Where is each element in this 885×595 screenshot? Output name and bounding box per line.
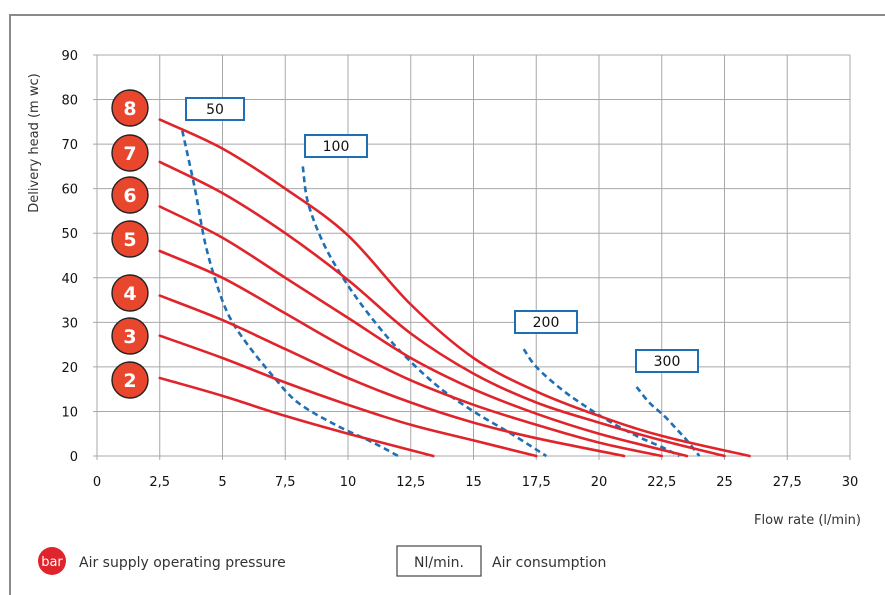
- x-tick-label: 5: [218, 475, 226, 490]
- legend-bar-badge-text: bar: [41, 555, 63, 570]
- pressure-badge-5: [111, 220, 149, 258]
- y-tick-label: 30: [61, 316, 78, 331]
- pressure-curve-7: [158, 160, 726, 458]
- x-tick-label: 2,5: [149, 475, 170, 490]
- consumption-box-200: [514, 310, 578, 334]
- y-tick-label: 80: [61, 94, 78, 109]
- pressure-badge-4: [111, 274, 149, 312]
- y-tick-label: 50: [61, 227, 78, 242]
- x-tick-label: 15: [465, 475, 482, 490]
- x-tick-label: 0: [93, 475, 101, 490]
- y-axis-label: Delivery head (m wc): [27, 73, 42, 212]
- chart-frame: [9, 14, 885, 595]
- consumption-box-label: 200: [533, 315, 560, 331]
- x-tick-label: 27,5: [773, 475, 802, 490]
- pressure-badges: 8 7 6 5 4 3 2: [111, 89, 149, 399]
- consumption-curve-50: [181, 130, 399, 458]
- pressure-badge-8: [111, 89, 149, 127]
- pressure-curve-5: [158, 249, 664, 458]
- pressure-badge-6: [111, 176, 149, 214]
- pressure-badge-label: 4: [123, 283, 136, 305]
- legend: bar Air supply operating pressure Nl/min…: [38, 545, 606, 577]
- y-tick-label: 20: [61, 361, 78, 376]
- pressure-badge-2: [111, 361, 149, 399]
- consumption-box-label: 100: [323, 139, 350, 155]
- pressure-curves: [158, 118, 751, 458]
- x-tick-label: 30: [842, 475, 859, 490]
- pressure-curve-8: [158, 118, 751, 458]
- consumption-boxes: 50 100 200 300: [185, 97, 699, 373]
- pressure-curve-2: [158, 376, 435, 458]
- pressure-curve-6: [158, 205, 689, 458]
- pressure-badge-label: 5: [123, 229, 136, 251]
- consumption-box-label: 300: [654, 354, 681, 370]
- consumption-box-label: 50: [206, 102, 224, 118]
- consumption-box-300: [635, 349, 699, 373]
- pressure-badge-label: 3: [123, 326, 136, 348]
- consumption-box-50: [185, 97, 245, 121]
- x-tick-label: 17,5: [522, 475, 551, 490]
- y-tick-label: 90: [61, 49, 78, 64]
- pressure-badge-label: 6: [123, 185, 136, 207]
- y-tick-label: 0: [70, 450, 78, 465]
- pressure-badge-label: 8: [123, 98, 136, 120]
- consumption-curve-100: [301, 166, 547, 458]
- grid: [93, 54, 851, 460]
- y-tick-label: 40: [61, 272, 78, 287]
- x-tick-label: 20: [591, 475, 608, 490]
- tick-labels: 0 2,5 5 7,5 10 12,5 15 17,5 20 22,5 25 27,5 30010203…: [61, 49, 858, 490]
- x-tick-label: 10: [340, 475, 357, 490]
- legend-bar-badge: [38, 547, 66, 575]
- pressure-badge-7: [111, 134, 149, 172]
- x-tick-label: 7,5: [275, 475, 296, 490]
- x-tick-label: 12,5: [396, 475, 425, 490]
- x-tick-label: 25: [716, 475, 733, 490]
- pressure-badge-3: [111, 317, 149, 355]
- y-tick-label: 60: [61, 183, 78, 198]
- y-tick-label: 10: [61, 405, 78, 420]
- consumption-box-100: [304, 134, 368, 158]
- y-tick-label: 70: [61, 138, 78, 153]
- pressure-badge-label: 2: [123, 370, 136, 392]
- legend-consumption-box: [396, 545, 482, 577]
- legend-box-label: Nl/min.: [414, 555, 464, 571]
- x-tick-label: 22,5: [647, 475, 676, 490]
- legend-consumption-text: Air consumption: [492, 555, 606, 571]
- pressure-curve-3: [158, 334, 538, 458]
- legend-pressure-text: Air supply operating pressure: [79, 555, 286, 571]
- x-axis-label: Flow rate (l/min): [754, 513, 861, 528]
- pressure-badge-label: 7: [123, 143, 136, 165]
- pressure-curve-4: [158, 294, 626, 458]
